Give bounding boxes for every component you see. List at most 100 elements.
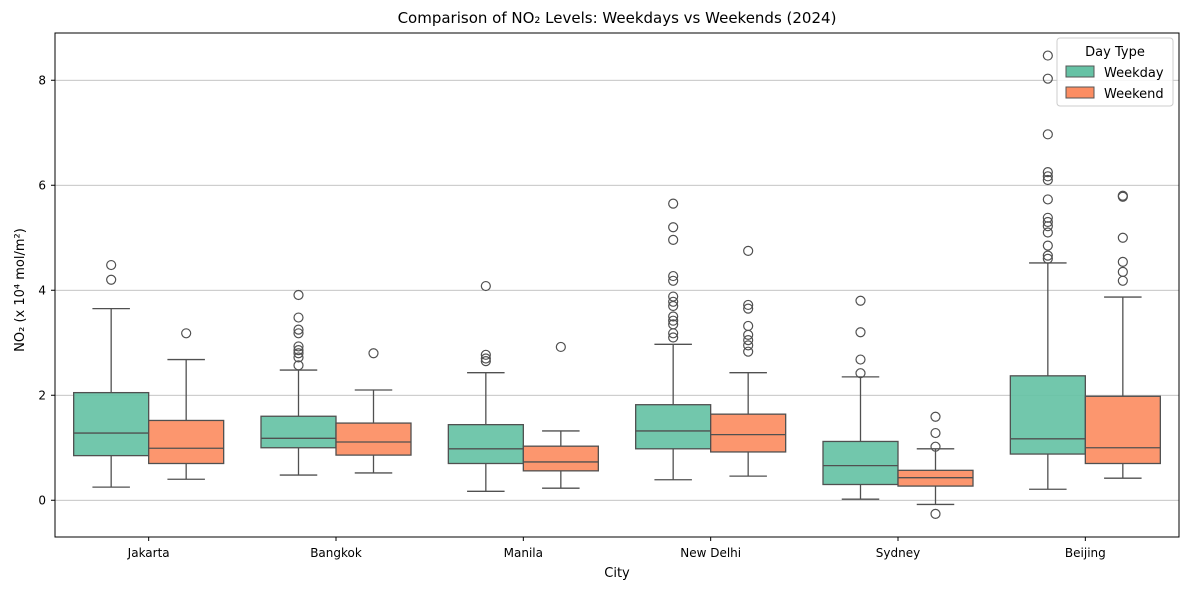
outlier-point	[668, 275, 679, 286]
outlier-point	[1042, 250, 1053, 261]
box-weekday	[447, 280, 524, 492]
y-tick-label: 4	[38, 283, 46, 297]
y-tick-label: 8	[38, 73, 46, 87]
outlier-point	[743, 245, 754, 256]
outlier-point	[668, 296, 679, 307]
chart-title: Comparison of NO₂ Levels: Weekdays vs We…	[398, 9, 837, 27]
outlier-point	[1117, 190, 1128, 201]
outlier-point	[743, 299, 754, 311]
box-weekday	[635, 198, 712, 481]
outlier-point	[181, 328, 192, 339]
x-tick-label: Beijing	[1065, 546, 1106, 560]
outlier-point	[1117, 256, 1128, 267]
box-body	[148, 419, 225, 465]
box-body	[335, 422, 412, 456]
y-tick-label: 0	[38, 493, 46, 507]
outlier-point	[668, 291, 679, 302]
outlier-point	[106, 259, 117, 271]
outlier-point	[930, 508, 941, 520]
legend-label-weekday: Weekday	[1104, 66, 1164, 81]
outlier-point	[293, 289, 304, 301]
outlier-point	[1042, 194, 1053, 205]
outlier-point	[930, 427, 941, 439]
legend-title: Day Type	[1085, 45, 1145, 60]
outlier-point	[855, 354, 866, 365]
outlier-point	[293, 312, 304, 323]
box-weekend	[148, 328, 225, 480]
outlier-point	[668, 311, 679, 322]
legend-swatch-weekend	[1065, 86, 1095, 99]
outlier-point	[1042, 50, 1053, 61]
box-weekend	[897, 411, 974, 520]
outlier-point	[1117, 275, 1128, 286]
x-axis-label: City	[604, 566, 630, 581]
box-body	[710, 413, 787, 453]
outlier-point	[1042, 227, 1053, 238]
outlier-point	[293, 341, 304, 352]
outlier-point	[480, 356, 491, 367]
box-weekend	[522, 341, 599, 489]
outlier-point	[1042, 129, 1053, 140]
outlier-point	[668, 198, 679, 209]
plot-area-frame	[54, 32, 1180, 538]
legend: Day Type Weekday Weekend	[1056, 37, 1174, 107]
outlier-point	[855, 327, 866, 338]
outlier-point	[743, 346, 754, 357]
outlier-point	[1117, 232, 1128, 243]
outlier-point	[480, 349, 491, 360]
x-tick-label: Bangkok	[310, 546, 362, 560]
legend-swatch-weekday	[1065, 65, 1095, 78]
y-gridlines	[55, 79, 1179, 501]
x-tick-label: Jakarta	[127, 546, 170, 560]
x-tick-label: New Delhi	[680, 546, 741, 560]
box-body	[822, 440, 899, 486]
box-weekend	[710, 245, 787, 477]
outlier-point	[293, 360, 304, 371]
outlier-point	[743, 320, 754, 332]
outlier-point	[855, 368, 866, 379]
box-weekday	[73, 259, 150, 488]
boxes	[73, 50, 1161, 520]
outlier-point	[743, 335, 754, 346]
legend-label-weekend: Weekend	[1104, 87, 1164, 102]
outlier-point	[1042, 167, 1053, 178]
outlier-point	[293, 328, 304, 339]
box-body	[73, 391, 150, 457]
outlier-point	[293, 348, 304, 359]
box-body	[447, 423, 524, 465]
outlier-point	[1042, 240, 1053, 251]
outlier-point	[668, 332, 679, 343]
outlier-point	[1042, 216, 1053, 228]
outlier-point	[1042, 174, 1053, 186]
outlier-point	[368, 348, 379, 359]
outlier-point	[1042, 253, 1053, 264]
x-axis: Jakarta Bangkok Manila New Delhi Sydney Beiji…	[127, 537, 1106, 560]
outlier-point	[555, 341, 566, 353]
box-weekday	[260, 289, 337, 476]
box-weekend	[1084, 190, 1161, 479]
outlier-point	[1042, 212, 1053, 223]
outlier-point	[1117, 266, 1128, 277]
outlier-point	[1042, 73, 1053, 84]
box-body	[522, 445, 599, 472]
outlier-point	[668, 319, 679, 330]
outlier-point	[930, 441, 941, 452]
y-axis-label: NO₂ (x 10⁴ mol/m²)	[13, 228, 28, 352]
y-axis: 0 2 4 6 8	[38, 73, 55, 507]
outlier-point	[668, 234, 679, 245]
outlier-point	[855, 295, 866, 306]
outlier-point	[293, 345, 304, 356]
outlier-point	[743, 303, 754, 314]
box-body	[1009, 375, 1086, 455]
box-body	[1084, 395, 1161, 465]
outlier-point	[1042, 171, 1053, 182]
box-body	[260, 415, 337, 449]
x-tick-label: Sydney	[876, 546, 920, 560]
y-tick-label: 6	[38, 178, 46, 192]
outlier-point	[106, 274, 117, 285]
outlier-point	[668, 315, 679, 326]
outlier-point	[1042, 221, 1053, 232]
outlier-point	[743, 329, 754, 340]
outlier-point	[480, 353, 491, 364]
